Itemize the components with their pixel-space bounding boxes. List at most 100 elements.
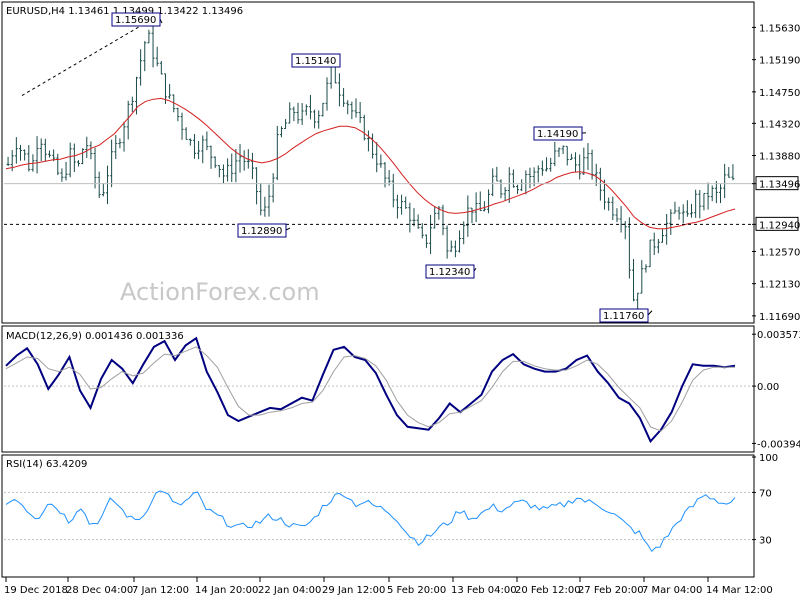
candle (648, 239, 652, 268)
candle (710, 185, 714, 202)
signal-line (5, 346, 735, 432)
candle (118, 138, 122, 149)
axis-layer: 1.15630 1.15190 1.14750 1.14320 1.13880 1.134… (4, 23, 800, 596)
candle (159, 61, 163, 75)
candle (640, 260, 644, 294)
candle (574, 152, 578, 173)
candle (250, 152, 254, 180)
candle (304, 104, 308, 116)
candle (151, 23, 155, 68)
candle (337, 73, 341, 107)
candle (698, 190, 702, 219)
candle (557, 147, 561, 157)
rsi-tick-label: 70 (759, 488, 772, 499)
price-layer: 1.15690 1.15140 1.12890 1.12340 1.14190 1.117… (4, 12, 752, 323)
candle (731, 164, 735, 181)
candle (652, 232, 656, 256)
macd-header: MACD(12,26,9) 0.001436 0.001336 (6, 331, 184, 342)
candle (582, 147, 586, 175)
price-panel (1, 1, 755, 324)
candle (147, 29, 151, 44)
callout-label: 1.15140 (295, 56, 336, 67)
callout-label: 1.14190 (537, 129, 578, 140)
candle (424, 234, 428, 248)
candle (52, 149, 56, 162)
candle (93, 147, 97, 189)
macd-line (5, 336, 736, 444)
price-tick-label: 1.13496 (759, 180, 800, 191)
candle (507, 167, 511, 203)
candle (545, 157, 549, 172)
sma-line (5, 97, 736, 230)
candle (441, 204, 445, 236)
price-tick-label: 1.11690 (759, 312, 800, 323)
x-tick-label: 13 Feb 04:00 (451, 585, 517, 596)
x-tick-label: 14 Jan 20:00 (195, 585, 258, 596)
candle (549, 157, 553, 172)
candle (487, 189, 491, 214)
candle (56, 153, 60, 176)
candle (60, 168, 64, 182)
candle (677, 206, 681, 220)
candle (350, 101, 354, 120)
candle (284, 118, 288, 130)
candle (27, 145, 31, 172)
price-callout: 1.14190 (533, 126, 587, 141)
candle (267, 184, 271, 217)
candle (89, 141, 93, 160)
callout-label: 1.12340 (429, 267, 470, 278)
candle (702, 192, 706, 211)
x-tick-label: 7 Mar 04:00 (642, 585, 702, 596)
candle (433, 206, 437, 229)
candle (234, 148, 238, 183)
candle (400, 194, 404, 215)
candle (524, 170, 528, 195)
candle (412, 208, 416, 227)
rsi-layer (4, 490, 752, 552)
candle (619, 206, 623, 233)
candle (35, 136, 39, 174)
candle (358, 101, 362, 123)
price-callout: 1.11760 (599, 308, 653, 323)
candle (598, 167, 602, 201)
candle (719, 184, 723, 204)
rsi-tick-label: 30 (759, 536, 772, 547)
x-tick-label: 20 Feb 12:00 (515, 585, 581, 596)
price-tick-label: 1.14750 (759, 88, 800, 99)
candle (197, 140, 201, 160)
price-tick-label: 1.13880 (759, 152, 800, 163)
candle (201, 135, 205, 164)
candle (420, 223, 424, 239)
price-tick-label: 1.12940 (759, 220, 800, 231)
candle (221, 164, 225, 184)
callout-label: 1.11760 (603, 311, 644, 322)
price-tick-label: 1.15190 (759, 56, 800, 67)
candle (569, 153, 573, 161)
candle (18, 144, 22, 161)
candle (300, 103, 304, 125)
candle (391, 173, 395, 208)
macd-tick-label: -0.003945 (757, 439, 800, 450)
candle (317, 110, 321, 129)
candle (611, 196, 615, 221)
candle (313, 109, 317, 129)
candle (39, 138, 43, 162)
price-callout: 1.15140 (291, 53, 341, 68)
candle (540, 160, 544, 176)
watermark: ActionForex.com (120, 278, 320, 306)
candle (727, 167, 731, 178)
candle (271, 173, 275, 203)
candle (623, 221, 627, 240)
candle (520, 179, 524, 192)
candle (681, 204, 685, 224)
candle (669, 209, 673, 235)
x-tick-label: 28 Dec 04:00 (66, 585, 133, 596)
candle (76, 160, 80, 167)
candle (644, 264, 648, 273)
candle (603, 179, 607, 210)
candle (449, 240, 453, 253)
candle (139, 49, 143, 86)
candle (126, 100, 130, 140)
candle (176, 107, 180, 122)
